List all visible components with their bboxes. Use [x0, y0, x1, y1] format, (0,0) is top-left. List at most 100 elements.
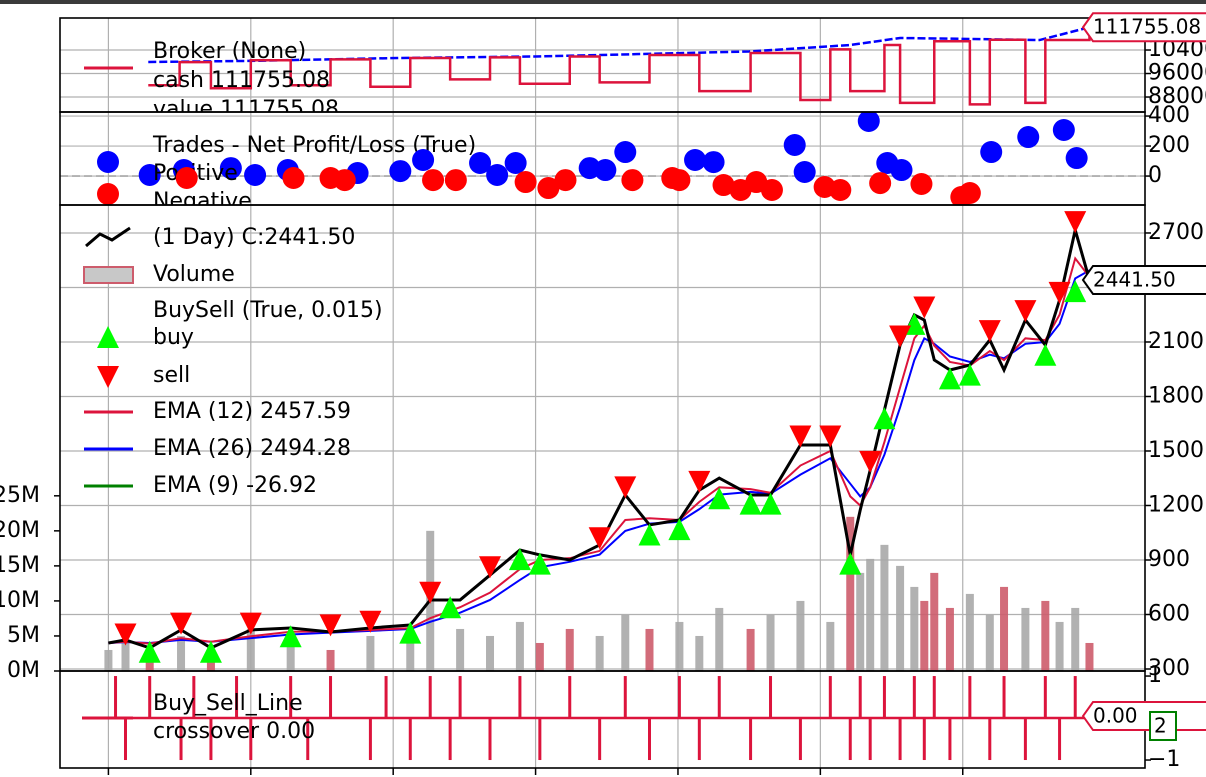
trade-point: [422, 169, 445, 192]
trade-point: [958, 182, 981, 204]
sell-marker: [319, 614, 342, 637]
volume-bar: [621, 614, 630, 671]
y-tick-label: −1: [1148, 747, 1180, 772]
y-tick-label: 600: [1148, 601, 1190, 626]
buy-marker: [508, 548, 531, 571]
legend-label: buy: [153, 325, 194, 350]
volume-tick-label: 5M: [7, 623, 40, 648]
volume-bar: [246, 628, 255, 671]
trade-point: [668, 169, 691, 192]
value-tag: [1081, 12, 1206, 43]
trade-point: [1065, 147, 1088, 170]
legend-label: cash 111755.08: [153, 68, 330, 93]
value-tag-label: 2441.50: [1093, 267, 1176, 291]
volume-bar: [565, 628, 574, 671]
volume-bar: [286, 642, 295, 671]
volume-bar: [896, 565, 905, 671]
y-tick-label: 1200: [1148, 492, 1204, 517]
volume-bar: [910, 586, 919, 671]
buy-marker: [958, 363, 981, 386]
legend-label: value 111755.08: [153, 97, 339, 122]
volume-bar: [675, 621, 684, 671]
volume-bar: [366, 635, 375, 671]
volume-bar: [121, 642, 130, 671]
y-tick-label: 1500: [1148, 438, 1204, 463]
legend-label: sell: [153, 363, 190, 388]
volume-bar: [715, 607, 724, 671]
sell-marker: [479, 556, 502, 579]
trade-point: [469, 152, 492, 174]
sell-marker: [859, 450, 882, 473]
buy-marker: [399, 621, 422, 644]
sell-marker: [819, 425, 842, 448]
volume-bar: [965, 593, 974, 671]
sell-marker: [239, 612, 262, 635]
trade-point: [857, 112, 880, 132]
value-tag-label: 111755.08: [1093, 15, 1201, 39]
volume-bar: [880, 544, 889, 671]
trade-point: [890, 159, 913, 182]
volume-bar: [930, 572, 939, 671]
trade-point: [594, 159, 617, 182]
volume-bar: [645, 628, 654, 671]
trade-point: [486, 164, 509, 186]
buy-marker: [938, 367, 961, 390]
trade-point: [1017, 126, 1040, 149]
buy-marker: [1034, 343, 1057, 366]
volume-bar: [1071, 607, 1080, 671]
legend-swatch: [97, 151, 119, 173]
extra-tag-label: 2: [1154, 714, 1167, 738]
sell-marker: [114, 623, 137, 646]
trade-point: [175, 167, 198, 189]
trade-point: [910, 173, 933, 195]
volume-bar: [1055, 621, 1064, 671]
volume-bar: [766, 614, 775, 671]
sell-marker: [614, 476, 637, 499]
sell-marker: [1048, 281, 1071, 304]
y-tick-label: 1: [1148, 663, 1162, 688]
trade-point: [554, 169, 577, 192]
value-tag-label: 0.00: [1093, 704, 1138, 728]
volume-bar: [826, 621, 835, 671]
y-tick-label: 88000: [1148, 84, 1206, 109]
sell-marker: [889, 325, 912, 348]
trade-point: [1052, 119, 1075, 141]
y-tick-label: 1800: [1148, 383, 1204, 408]
trade-point: [537, 177, 560, 200]
legend-swatch: [97, 183, 119, 205]
legend-label: EMA (26) 2494.28: [153, 436, 351, 461]
volume-tick-label: 10M: [0, 588, 40, 613]
buy-marker: [199, 640, 222, 663]
legend-label: Volume: [153, 262, 235, 287]
sell-marker: [419, 581, 442, 604]
buy-marker: [668, 518, 691, 541]
trade-point: [869, 172, 892, 195]
sell-marker: [913, 296, 936, 319]
trade-point: [444, 169, 467, 192]
volume-bar: [796, 600, 805, 671]
volume-bar: [856, 572, 865, 671]
legend-swatch: [83, 266, 134, 284]
buy-marker: [708, 487, 731, 510]
legend-label: EMA (12) 2457.59: [153, 399, 351, 424]
volume-tick-label: 20M: [0, 518, 40, 543]
trade-point: [219, 157, 242, 180]
trade-point: [712, 174, 735, 197]
sell-marker: [359, 610, 382, 633]
buy-marker: [638, 523, 661, 546]
sell-marker: [170, 612, 193, 635]
sell-marker: [588, 527, 611, 550]
legend-swatch: [97, 326, 119, 348]
y-tick-label: 2700: [1148, 220, 1204, 245]
volume-bar: [695, 635, 704, 671]
volume-bar: [535, 642, 544, 671]
buy-marker: [739, 492, 762, 515]
y-tick-label: 96000: [1148, 61, 1206, 86]
legend-label: crossover 0.00: [153, 719, 315, 744]
trade-point: [514, 171, 537, 194]
trade-point: [333, 169, 356, 192]
trade-point: [760, 179, 783, 201]
sell-marker: [1014, 300, 1037, 323]
